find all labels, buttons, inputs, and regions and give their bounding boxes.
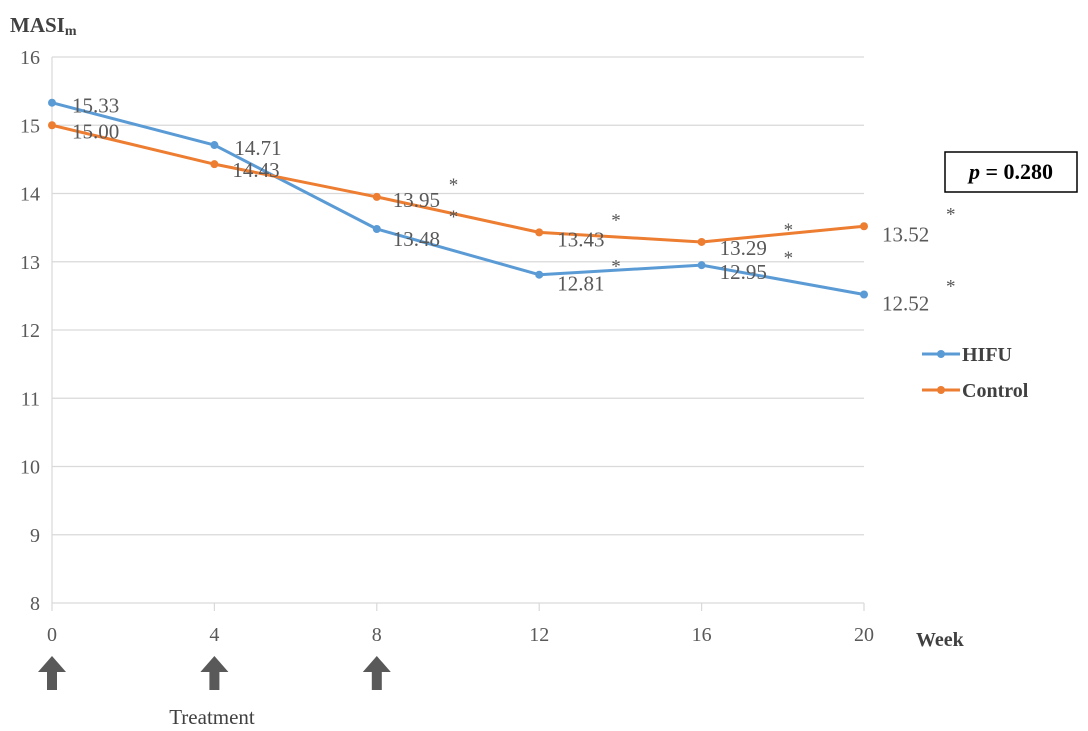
x-tick-labels: 0 4 8 12 16 20 xyxy=(47,624,874,646)
data-label: 12.95 xyxy=(720,260,767,284)
x-tick-label: 12 xyxy=(529,624,549,646)
data-label: 15.33 xyxy=(72,94,119,118)
data-point-control xyxy=(372,192,381,201)
treatment-arrows xyxy=(38,656,391,690)
data-label: 13.43 xyxy=(557,227,604,251)
significance-asterisk: * xyxy=(449,207,459,228)
data-labels: 15.33 14.71 13.48 * 12.81 * 12.95 * 12.52 * 15.00 1… xyxy=(72,94,956,316)
data-label: 12.52 xyxy=(882,292,929,316)
data-label: 14.71 xyxy=(234,136,281,160)
significance-asterisk: * xyxy=(611,210,621,231)
x-axis-label: Week xyxy=(916,629,965,651)
data-label: 13.52 xyxy=(882,222,929,246)
p-value-box xyxy=(944,151,1078,193)
legend-swatch-marker xyxy=(937,350,945,358)
y-tick-label: 13 xyxy=(20,252,40,274)
up-arrow-icon xyxy=(200,656,229,690)
y-tick-label: 16 xyxy=(20,47,40,69)
data-label: 12.81 xyxy=(557,272,604,296)
data-point-control xyxy=(210,160,219,169)
y-tick-label: 15 xyxy=(20,115,40,137)
significance-asterisk: * xyxy=(784,220,794,241)
data-label: 14.43 xyxy=(232,158,279,182)
series-lines xyxy=(48,98,868,299)
up-arrow-icon xyxy=(362,656,391,690)
significance-asterisk: * xyxy=(784,248,794,269)
p-value-text: p = 0.280 xyxy=(967,159,1053,184)
gridlines xyxy=(51,56,865,611)
x-tick-label: 0 xyxy=(47,624,57,646)
series-line-hifu xyxy=(51,101,865,296)
data-label: 13.95 xyxy=(393,188,440,212)
significance-asterisk: * xyxy=(946,204,956,225)
x-tick-label: 20 xyxy=(854,624,874,646)
y-tick-label: 14 xyxy=(20,184,40,206)
data-label: 15.00 xyxy=(72,119,119,143)
data-point-control xyxy=(860,222,868,231)
data-point-hifu xyxy=(48,98,56,107)
data-point-hifu xyxy=(535,270,544,279)
significance-asterisk: * xyxy=(946,277,956,298)
y-axis-label: MASIm xyxy=(10,13,77,39)
x-tick-label: 8 xyxy=(372,624,382,646)
data-point-hifu xyxy=(697,261,706,270)
treatment-label: Treatment xyxy=(169,705,255,729)
legend-swatch-marker xyxy=(937,386,945,394)
y-tick-label: 10 xyxy=(20,457,40,479)
legend-label: Control xyxy=(962,380,1029,402)
y-tick-label: 9 xyxy=(30,525,40,547)
legend-label: HIFU xyxy=(962,344,1012,366)
y-tick-label: 11 xyxy=(21,388,40,410)
data-point-control xyxy=(697,237,706,246)
y-tick-label: 12 xyxy=(20,320,40,342)
y-tick-label: 8 xyxy=(30,593,40,615)
data-point-control xyxy=(535,228,544,237)
significance-asterisk: * xyxy=(449,175,459,196)
y-tick-labels: 8 9 10 11 12 13 14 15 16 xyxy=(20,47,40,615)
x-tick-label: 4 xyxy=(209,624,219,646)
data-label: 13.29 xyxy=(720,236,767,260)
legend: HIFU Control xyxy=(922,344,1029,402)
data-label: 13.48 xyxy=(393,227,440,251)
series-line-control xyxy=(51,123,865,244)
up-arrow-icon xyxy=(38,656,66,690)
p-value-annotation: p = 0.280 xyxy=(944,151,1078,193)
data-point-hifu xyxy=(372,224,381,233)
data-point-hifu xyxy=(210,141,219,150)
data-point-control xyxy=(48,121,56,130)
data-point-hifu xyxy=(860,290,868,299)
x-tick-label: 16 xyxy=(692,624,712,646)
significance-asterisk: * xyxy=(611,257,621,278)
